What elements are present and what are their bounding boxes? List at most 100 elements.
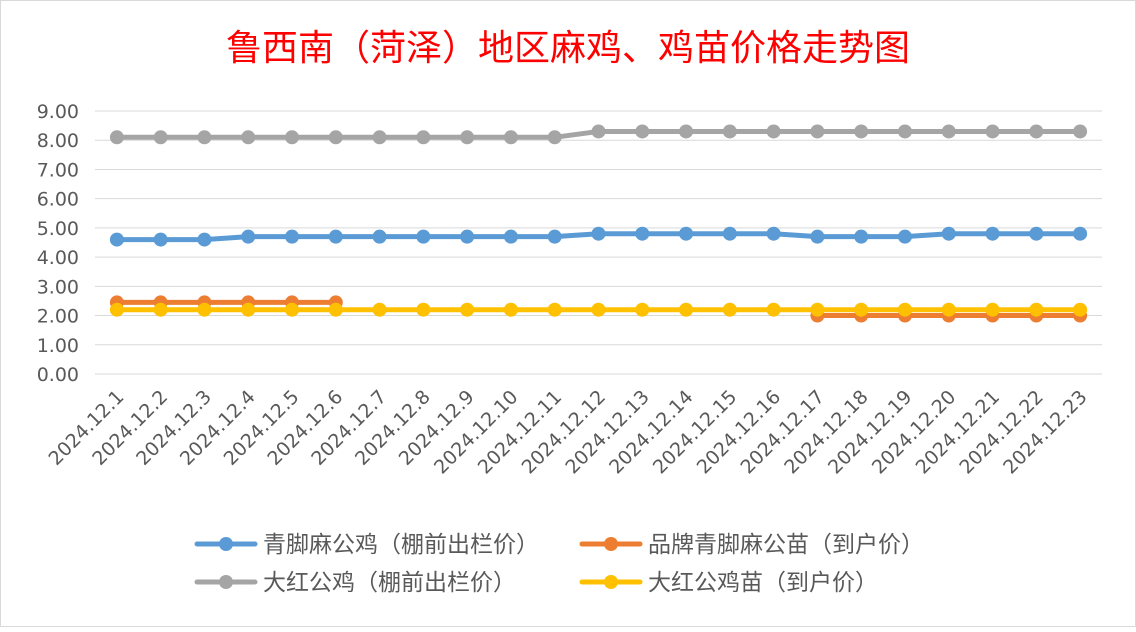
data-point (547, 229, 562, 244)
data-point (985, 124, 1000, 139)
data-point (328, 229, 343, 244)
data-point (679, 124, 694, 139)
data-point (1029, 302, 1044, 317)
data-point (722, 226, 737, 241)
data-point (153, 302, 168, 317)
data-point (109, 130, 124, 145)
data-point (941, 124, 956, 139)
legend-item: 青脚麻公鸡（棚前出栏价） (194, 532, 539, 558)
data-point (372, 130, 387, 145)
y-tick-label: 7.00 (37, 159, 79, 181)
y-tick-label: 8.00 (37, 130, 79, 152)
y-tick-label: 0.00 (37, 364, 79, 386)
data-point (503, 302, 518, 317)
y-tick-label: 9.00 (37, 101, 79, 123)
data-point (372, 229, 387, 244)
data-point (109, 302, 124, 317)
data-point (941, 302, 956, 317)
data-point (109, 232, 124, 247)
data-point (591, 226, 606, 241)
data-point (897, 229, 912, 244)
data-point (328, 302, 343, 317)
data-point (1029, 226, 1044, 241)
legend-swatch-marker (604, 537, 618, 551)
data-point (197, 232, 212, 247)
data-point (241, 302, 256, 317)
data-point (153, 232, 168, 247)
y-tick-label: 3.00 (37, 276, 79, 298)
data-point (153, 130, 168, 145)
data-point (1073, 302, 1088, 317)
data-point (372, 302, 387, 317)
data-point (854, 124, 869, 139)
data-point (679, 226, 694, 241)
y-tick-label: 2.00 (37, 306, 79, 328)
y-tick-label: 6.00 (37, 189, 79, 211)
data-point (328, 130, 343, 145)
data-point (285, 302, 300, 317)
legend-item: 大红公鸡（棚前出栏价） (194, 570, 516, 596)
data-point (810, 229, 825, 244)
data-point (854, 302, 869, 317)
grid-lines (95, 110, 1102, 375)
legend: 青脚麻公鸡（棚前出栏价） 品牌青脚麻公苗（到户价） 大红公鸡（棚前出栏价） 大红公鸡苗… (194, 532, 924, 596)
series-lines (109, 124, 1088, 323)
data-point (197, 302, 212, 317)
data-point (460, 229, 475, 244)
legend-item: 品牌青脚麻公苗（到户价） (579, 532, 924, 558)
series-3 (109, 302, 1088, 317)
data-point (810, 302, 825, 317)
data-point (416, 229, 431, 244)
data-point (1073, 124, 1088, 139)
data-point (460, 302, 475, 317)
chart-title: 鲁西南（菏泽）地区麻鸡、鸡苗价格走势图 (226, 28, 910, 69)
data-point (897, 302, 912, 317)
legend-label: 大红公鸡苗（到户价） (648, 570, 878, 596)
data-point (1029, 124, 1044, 139)
data-point (197, 130, 212, 145)
data-point (722, 124, 737, 139)
y-tick-label: 5.00 (37, 218, 79, 240)
data-point (985, 226, 1000, 241)
data-point (897, 124, 912, 139)
data-point (416, 302, 431, 317)
legend-label: 大红公鸡（棚前出栏价） (263, 570, 516, 596)
data-point (591, 124, 606, 139)
data-point (591, 302, 606, 317)
data-point (547, 302, 562, 317)
data-point (635, 226, 650, 241)
data-point (810, 124, 825, 139)
data-point (766, 302, 781, 317)
data-point (722, 302, 737, 317)
data-point (766, 124, 781, 139)
data-point (285, 229, 300, 244)
data-point (766, 226, 781, 241)
data-point (635, 124, 650, 139)
data-point (854, 229, 869, 244)
legend-swatch-marker (219, 537, 233, 551)
y-tick-label: 4.00 (37, 247, 79, 269)
data-point (985, 302, 1000, 317)
data-point (241, 130, 256, 145)
data-point (241, 229, 256, 244)
data-point (635, 302, 650, 317)
data-point (285, 130, 300, 145)
y-tick-label: 1.00 (37, 335, 79, 357)
data-point (679, 302, 694, 317)
data-point (416, 130, 431, 145)
legend-swatch-marker (604, 575, 618, 589)
series-0 (109, 124, 1088, 145)
data-point (547, 130, 562, 145)
data-point (941, 226, 956, 241)
legend-label: 青脚麻公鸡（棚前出栏价） (263, 532, 539, 558)
data-point (1073, 226, 1088, 241)
y-axis-tick-labels: 0.00 1.00 2.00 3.00 4.00 5.00 6.00 7.00 8.00 9.00 (37, 101, 79, 386)
data-point (503, 130, 518, 145)
legend-item: 大红公鸡苗（到户价） (579, 570, 878, 596)
legend-label: 品牌青脚麻公苗（到户价） (648, 532, 924, 558)
legend-swatch-marker (219, 575, 233, 589)
data-point (503, 229, 518, 244)
data-point (460, 130, 475, 145)
